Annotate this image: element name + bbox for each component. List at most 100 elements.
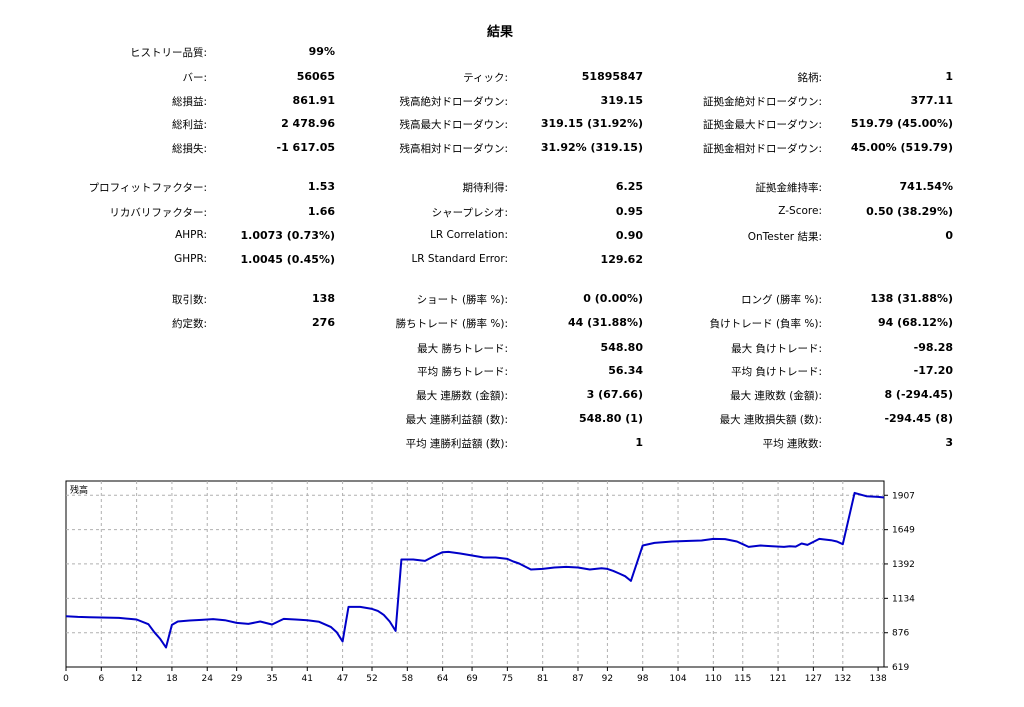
stat-label: 勝ちトレード (勝率 %): — [395, 318, 508, 330]
stat-value: 519.79 (45.00%) — [850, 117, 953, 130]
stat-value: 3 — [945, 436, 953, 449]
stat-value: -1 617.05 — [276, 141, 336, 154]
stat-value: 51895847 — [581, 70, 643, 83]
stat-value: 741.54% — [899, 180, 953, 193]
stat-label: ショート (勝率 %): — [416, 294, 508, 306]
stat-label: 総損益: — [171, 96, 207, 108]
stat-label: 最大 連勝数 (金額): — [416, 390, 508, 402]
stat-value: 3 (67.66) — [586, 388, 643, 401]
stat-label: リカバリファクター: — [109, 207, 207, 219]
x-tick-label: 29 — [231, 674, 243, 684]
stat-value: 319.15 — [600, 94, 643, 107]
stat-value: 56065 — [296, 70, 335, 83]
stat-label: 負けトレード (負率 %): — [709, 318, 822, 330]
y-tick-label: 1134 — [892, 594, 915, 604]
stat-value: 99% — [308, 45, 335, 58]
stat-value: 276 — [312, 316, 335, 329]
stat-value: 8 (-294.45) — [884, 388, 953, 401]
x-tick-label: 24 — [202, 674, 214, 684]
stat-value: 1.66 — [307, 205, 335, 218]
stat-label: ロング (勝率 %): — [741, 294, 822, 306]
x-tick-label: 6 — [98, 674, 104, 684]
stat-value: 31.92% (319.15) — [540, 141, 643, 154]
stat-value: -98.28 — [913, 341, 953, 354]
y-tick-label: 876 — [892, 629, 909, 639]
x-tick-label: 58 — [402, 674, 414, 684]
x-tick-label: 104 — [669, 674, 686, 684]
stat-label: 最大 連敗数 (金額): — [730, 390, 822, 402]
balance-line — [65, 491, 885, 649]
x-tick-label: 35 — [266, 674, 277, 684]
stat-label: 銘柄: — [797, 72, 822, 84]
stat-value: 56.34 — [608, 364, 643, 377]
stat-label: ティック: — [463, 72, 508, 84]
y-tick-label: 1392 — [892, 560, 915, 570]
x-tick-label: 0 — [63, 674, 69, 684]
x-tick-label: 121 — [769, 674, 786, 684]
stat-value: 44 (31.88%) — [567, 316, 643, 329]
stat-label: 取引数: — [171, 294, 207, 306]
stat-value: 94 (68.12%) — [877, 316, 953, 329]
stat-label: GHPR: — [174, 253, 207, 265]
x-tick-label: 127 — [805, 674, 822, 684]
stat-label: 総利益: — [171, 119, 207, 131]
stat-value: 1.0073 (0.73%) — [240, 229, 336, 242]
stat-label: 証拠金絶対ドローダウン: — [702, 96, 822, 108]
stat-value: -17.20 — [913, 364, 953, 377]
stat-label: LR Standard Error: — [411, 253, 508, 265]
stat-label: ヒストリー品質: — [129, 47, 207, 59]
stat-value: 548.80 — [600, 341, 643, 354]
stat-label: プロフィットファクター: — [88, 182, 207, 194]
stat-label: 総損失: — [171, 143, 207, 155]
stat-value: 2 478.96 — [281, 117, 335, 130]
stat-value: 1 — [945, 70, 953, 83]
stat-value: 1.0045 (0.45%) — [240, 253, 336, 266]
stat-label: 最大 負けトレード: — [731, 343, 822, 355]
stat-value: 1 — [635, 436, 643, 449]
stat-label: 平均 連勝利益額 (数): — [405, 438, 508, 450]
stat-label: 最大 連敗損失額 (数): — [719, 414, 822, 426]
x-tick-label: 52 — [366, 674, 377, 684]
x-tick-label: 69 — [466, 674, 478, 684]
stat-label: 残高相対ドローダウン: — [399, 143, 508, 155]
x-tick-label: 47 — [337, 674, 348, 684]
x-tick-label: 87 — [572, 674, 583, 684]
report-title: 結果 — [486, 25, 513, 40]
stat-value: 6.25 — [615, 180, 643, 193]
stat-label: バー: — [182, 72, 207, 84]
stat-value: 45.00% (519.79) — [850, 141, 953, 154]
stat-label: 残高最大ドローダウン: — [399, 119, 508, 131]
x-tick-label: 64 — [437, 674, 449, 684]
x-tick-label: 92 — [602, 674, 613, 684]
stat-label: 期待利得: — [462, 182, 508, 194]
chart-title: 残高 — [70, 484, 88, 496]
x-tick-label: 12 — [131, 674, 142, 684]
stat-value: 377.11 — [910, 94, 953, 107]
x-tick-label: 138 — [870, 674, 887, 684]
stat-value: 0.50 (38.29%) — [866, 205, 953, 218]
x-tick-label: 81 — [537, 674, 548, 684]
y-tick-label: 619 — [892, 663, 909, 673]
y-tick-label: 1649 — [892, 526, 915, 536]
stat-label: 残高絶対ドローダウン: — [399, 96, 508, 108]
stat-value: 0.95 — [615, 205, 643, 218]
x-tick-label: 18 — [166, 674, 178, 684]
x-tick-label: 132 — [834, 674, 851, 684]
stat-label: 最大 連勝利益額 (数): — [405, 414, 508, 426]
x-tick-label: 98 — [637, 674, 649, 684]
stat-value: 0 — [945, 229, 953, 242]
stat-value: 138 — [312, 292, 335, 305]
chart-frame — [65, 480, 885, 668]
stat-label: シャープレシオ: — [431, 207, 508, 219]
stat-value: 0 (0.00%) — [583, 292, 643, 305]
stat-label: 平均 勝ちトレード: — [417, 366, 508, 378]
stat-label: 証拠金維持率: — [755, 182, 822, 194]
stat-label: 平均 連敗数: — [762, 438, 822, 450]
stat-label: OnTester 結果: — [747, 231, 822, 243]
stat-label: 証拠金相対ドローダウン: — [702, 143, 822, 155]
y-tick-label: 1907 — [892, 491, 915, 501]
stat-value: 1.53 — [307, 180, 335, 193]
stat-value: 129.62 — [600, 253, 643, 266]
stat-value: 548.80 (1) — [579, 412, 643, 425]
